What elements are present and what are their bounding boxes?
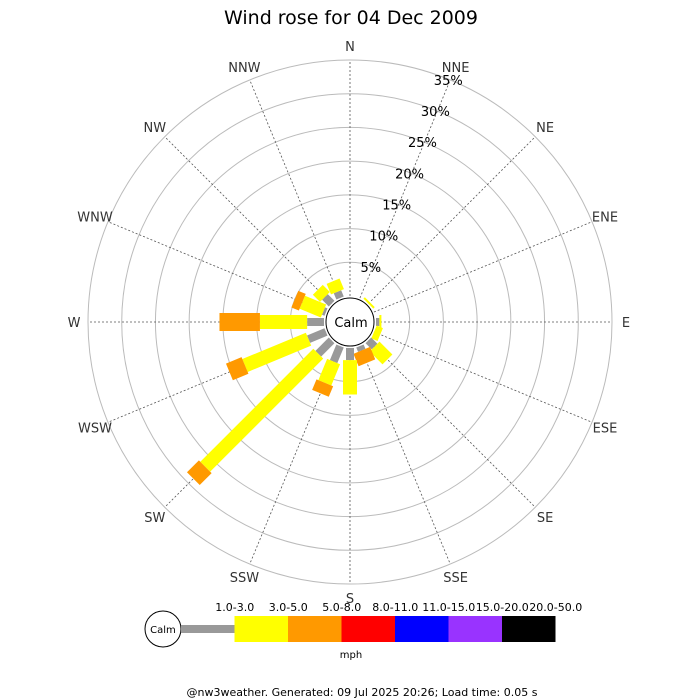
legend-label: 1.0-3.0 <box>215 601 254 614</box>
ring-label: 15% <box>382 199 411 214</box>
legend-swatch <box>448 616 502 642</box>
ring-label: 20% <box>395 167 424 182</box>
direction-label: ENE <box>592 210 618 225</box>
wind-bar-sse-bin2 <box>353 346 376 367</box>
legend-swatch <box>502 616 556 642</box>
wind-bar-wnw-bin2 <box>291 290 306 311</box>
legend-swatch <box>341 616 395 642</box>
ring-label: 30% <box>421 105 450 120</box>
wind-bar-nw-bin0 <box>322 294 335 307</box>
wind-bar-ne-bin1 <box>363 297 375 309</box>
direction-label: ESE <box>593 422 618 437</box>
wind-bar-nw-bin1 <box>312 284 330 302</box>
wind-bar-sw-bin1 <box>200 348 324 472</box>
legend-label: 3.0-5.0 <box>269 601 308 614</box>
calm-center: Calm <box>325 297 375 347</box>
legend-label: 5.0-8.0 <box>322 601 361 614</box>
grid-ring <box>188 160 512 484</box>
polar-grid <box>87 59 613 585</box>
grid-spoke <box>373 331 593 423</box>
legend-label: 8.0-11.0 <box>372 601 418 614</box>
grid-spoke <box>107 221 327 313</box>
grid-spoke <box>359 79 451 299</box>
chart-title: Wind rose for 04 Dec 2009 <box>224 7 478 29</box>
unit-label: mph <box>340 650 362 661</box>
ring-label: 10% <box>369 230 398 245</box>
legend-swatch <box>234 616 288 642</box>
direction-label: N <box>345 40 355 55</box>
direction-label: SW <box>144 511 165 526</box>
direction-label: SSW <box>230 571 260 586</box>
wind-bar-ssw-bin1 <box>318 358 341 386</box>
speed-legend: Calm 1.0-3.0 3.0-5.0 5.0-8.0 8.0-11.0 11.0-1… <box>144 601 582 661</box>
wind-bar-nnw-bin0 <box>333 290 344 300</box>
legend-swatch <box>181 625 235 633</box>
grid-spoke <box>107 331 327 423</box>
direction-label: NNW <box>228 61 260 76</box>
grid-spoke <box>249 345 341 565</box>
wind-bar-wnw-bin1 <box>299 295 327 318</box>
footer-text: @nw3weather. Generated: 09 Jul 2025 20:2… <box>187 686 538 699</box>
wind-bars <box>186 278 393 486</box>
direction-label: WSW <box>78 422 112 437</box>
direction-labels: N NNE NE ENE E ESE SE SSE S SSW SW WSW W WNW NW NNW <box>68 40 631 607</box>
calm-circle <box>325 297 375 347</box>
ring-label: 25% <box>408 136 437 151</box>
grid-spoke <box>373 221 593 313</box>
wind-bar-wsw-bin1 <box>242 332 312 372</box>
grid-spoke <box>368 340 536 508</box>
wind-bar-wsw-bin2 <box>225 357 249 381</box>
direction-label: W <box>68 316 81 331</box>
wind-bar-ssw-bin2 <box>312 379 334 397</box>
legend-label: 11.0-15.0 <box>422 601 475 614</box>
wind-bar-se-bin1 <box>369 341 393 365</box>
direction-label: SSE <box>443 571 468 586</box>
wind-bar-wnw-bin0 <box>321 307 328 316</box>
direction-label: E <box>622 316 630 331</box>
wind-bar-ese-bin1 <box>371 325 383 341</box>
direction-label: WNW <box>77 210 113 225</box>
grid-ring <box>87 59 613 585</box>
ring-labels: 5% 10% 15% 20% 25% 30% 35% <box>361 74 463 276</box>
wind-bar-sw-bin0 <box>315 337 335 357</box>
grid-spoke <box>164 136 332 304</box>
wind-bar-sse-bin0 <box>356 344 366 352</box>
direction-label: S <box>346 592 354 607</box>
grid-spoke <box>359 345 451 565</box>
legend-swatch <box>395 616 449 642</box>
legend-items: 1.0-3.0 3.0-5.0 5.0-8.0 8.0-11.0 11.0-15.0 15… <box>181 601 582 642</box>
legend-calm-label: Calm <box>150 625 176 636</box>
calm-label: Calm <box>334 316 367 331</box>
wind-bar-nnw-bin1 <box>326 278 344 295</box>
grid-ring <box>121 93 579 551</box>
direction-label: NNE <box>442 61 470 76</box>
wind-bar-ssw-bin0 <box>329 344 344 364</box>
wind-bar-sw-bin2 <box>186 460 212 486</box>
direction-label: NE <box>536 121 554 136</box>
grid-spoke <box>249 79 341 299</box>
ring-label: 35% <box>434 74 463 89</box>
legend-swatch <box>288 616 342 642</box>
grid-spoke <box>368 136 536 304</box>
wind-bar-se-bin0 <box>365 337 378 350</box>
ring-label: 5% <box>361 261 382 276</box>
direction-label: SE <box>537 511 553 526</box>
legend-label: 20.0-50.0 <box>529 601 582 614</box>
wind-bar-wsw-bin0 <box>307 328 328 343</box>
legend-label: 15.0-20.0 <box>476 601 529 614</box>
direction-label: NW <box>144 121 167 136</box>
